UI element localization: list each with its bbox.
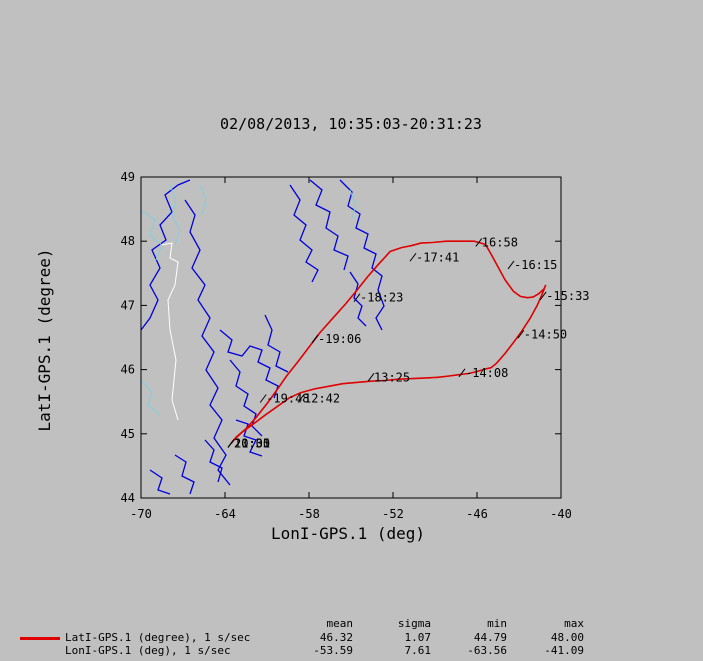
legend-header-min: min bbox=[487, 617, 507, 630]
coastline-segment bbox=[339, 179, 385, 331]
time-label: -14:08 bbox=[465, 366, 508, 380]
y-tick-label: 45 bbox=[121, 427, 135, 441]
coastline-segment bbox=[309, 179, 349, 271]
coastline-segment bbox=[349, 189, 357, 219]
legend-name: LonI-GPS.1 (deg), 1 s/sec bbox=[65, 644, 231, 657]
coastline-segment bbox=[289, 184, 319, 283]
y-axis-label: LatI-GPS.1 (degree) bbox=[35, 248, 54, 431]
legend-max: -41.09 bbox=[544, 644, 584, 657]
x-tick-label: -40 bbox=[550, 507, 572, 521]
coastline-segment bbox=[140, 209, 163, 261]
chart-title: 02/08/2013, 10:35:03-20:31:23 bbox=[220, 115, 482, 133]
coastline-segment bbox=[199, 184, 207, 215]
y-tick-label: 44 bbox=[121, 491, 135, 505]
legend-sigma: 1.07 bbox=[404, 631, 432, 644]
legend-name: LatI-GPS.1 (degree), 1 s/sec bbox=[65, 631, 251, 644]
legend-max: 48.00 bbox=[550, 631, 584, 644]
time-label: -16:15 bbox=[514, 258, 557, 272]
time-label: -14:50 bbox=[524, 327, 567, 341]
legend-mean: -53.59 bbox=[313, 644, 353, 657]
legend-sigma: 7.61 bbox=[404, 644, 432, 657]
legend-row-lon: LonI-GPS.1 (deg), 1 s/sec -53.59 7.61 -6… bbox=[0, 644, 703, 658]
time-tick bbox=[297, 394, 305, 403]
time-tick bbox=[259, 394, 267, 403]
time-label: 12:42 bbox=[304, 391, 340, 405]
x-tick-label: -64 bbox=[214, 507, 236, 521]
legend-header-sigma: sigma bbox=[397, 617, 431, 630]
y-tick-label: 49 bbox=[121, 170, 135, 184]
x-tick-label: -46 bbox=[466, 507, 488, 521]
time-label: 21:00 bbox=[234, 436, 270, 450]
coastline-map bbox=[140, 179, 385, 495]
legend-header-max: max bbox=[564, 617, 584, 630]
coastline-segment bbox=[140, 379, 161, 416]
time-label: 13:25 bbox=[374, 370, 410, 384]
x-tick-label: -70 bbox=[130, 507, 152, 521]
time-tick bbox=[227, 439, 235, 448]
time-tick bbox=[475, 238, 483, 247]
time-label: -19:06 bbox=[318, 332, 361, 346]
coastline-segment bbox=[204, 439, 223, 483]
y-tick-label: 46 bbox=[121, 363, 135, 377]
y-tick-label: 47 bbox=[121, 298, 135, 312]
x-axis-label: LonI-GPS.1 (deg) bbox=[271, 524, 425, 543]
time-tick bbox=[367, 373, 375, 382]
coastline-segment bbox=[264, 314, 289, 373]
border-line bbox=[161, 242, 179, 421]
coastline-segment bbox=[349, 271, 367, 327]
legend-header-mean: mean bbox=[326, 617, 354, 630]
time-label: -17:41 bbox=[416, 250, 459, 264]
coastline-segment bbox=[169, 184, 181, 246]
legend-mean: 46.32 bbox=[319, 631, 353, 644]
coastline-segment bbox=[184, 199, 231, 486]
time-tick bbox=[539, 291, 547, 301]
coastline-segment bbox=[149, 469, 171, 495]
plot-frame bbox=[140, 176, 562, 499]
legend-swatch bbox=[20, 637, 60, 640]
series-line bbox=[230, 240, 547, 444]
coastline-segment bbox=[235, 419, 263, 457]
time-tick bbox=[409, 252, 417, 262]
time-tick bbox=[311, 334, 319, 344]
flight-track bbox=[230, 240, 547, 444]
coastline-segment bbox=[140, 179, 191, 331]
time-tick bbox=[507, 260, 515, 270]
time-tick bbox=[517, 329, 525, 339]
legend-row-lat: LatI-GPS.1 (degree), 1 s/sec 46.32 1.07 … bbox=[0, 631, 703, 645]
time-label: -18:23 bbox=[360, 291, 403, 305]
legend-header: mean sigma min max bbox=[0, 617, 703, 631]
time-label: 10:35 bbox=[234, 436, 270, 450]
y-tick-label: 48 bbox=[121, 234, 135, 248]
axis-ticks: -70 -64 -58 -52 -46 -40 44 45 46 47 48 49 bbox=[121, 170, 572, 521]
time-label: 20:31 bbox=[234, 436, 270, 450]
time-labels: 16:58 -16:15 -17:41 -18:23 -15:33 -14:50 -19:0… bbox=[227, 235, 590, 450]
time-tick bbox=[458, 368, 466, 378]
coastline-segment bbox=[229, 359, 263, 437]
coastline-segment bbox=[219, 329, 279, 399]
legend-min: -63.56 bbox=[467, 644, 507, 657]
time-label: 16:58 bbox=[482, 235, 518, 249]
x-tick-label: -52 bbox=[382, 507, 404, 521]
coastline-segment bbox=[174, 454, 195, 495]
chart: 02/08/2013, 10:35:03-20:31:23 -70 -64 -58-… bbox=[35, 115, 590, 543]
legend-min: 44.79 bbox=[473, 631, 507, 644]
legend: mean sigma min max LatI-GPS.1 (degree), … bbox=[0, 615, 703, 661]
time-label: -15:33 bbox=[546, 289, 589, 303]
time-tick bbox=[353, 293, 361, 302]
x-tick-label: -58 bbox=[298, 507, 320, 521]
